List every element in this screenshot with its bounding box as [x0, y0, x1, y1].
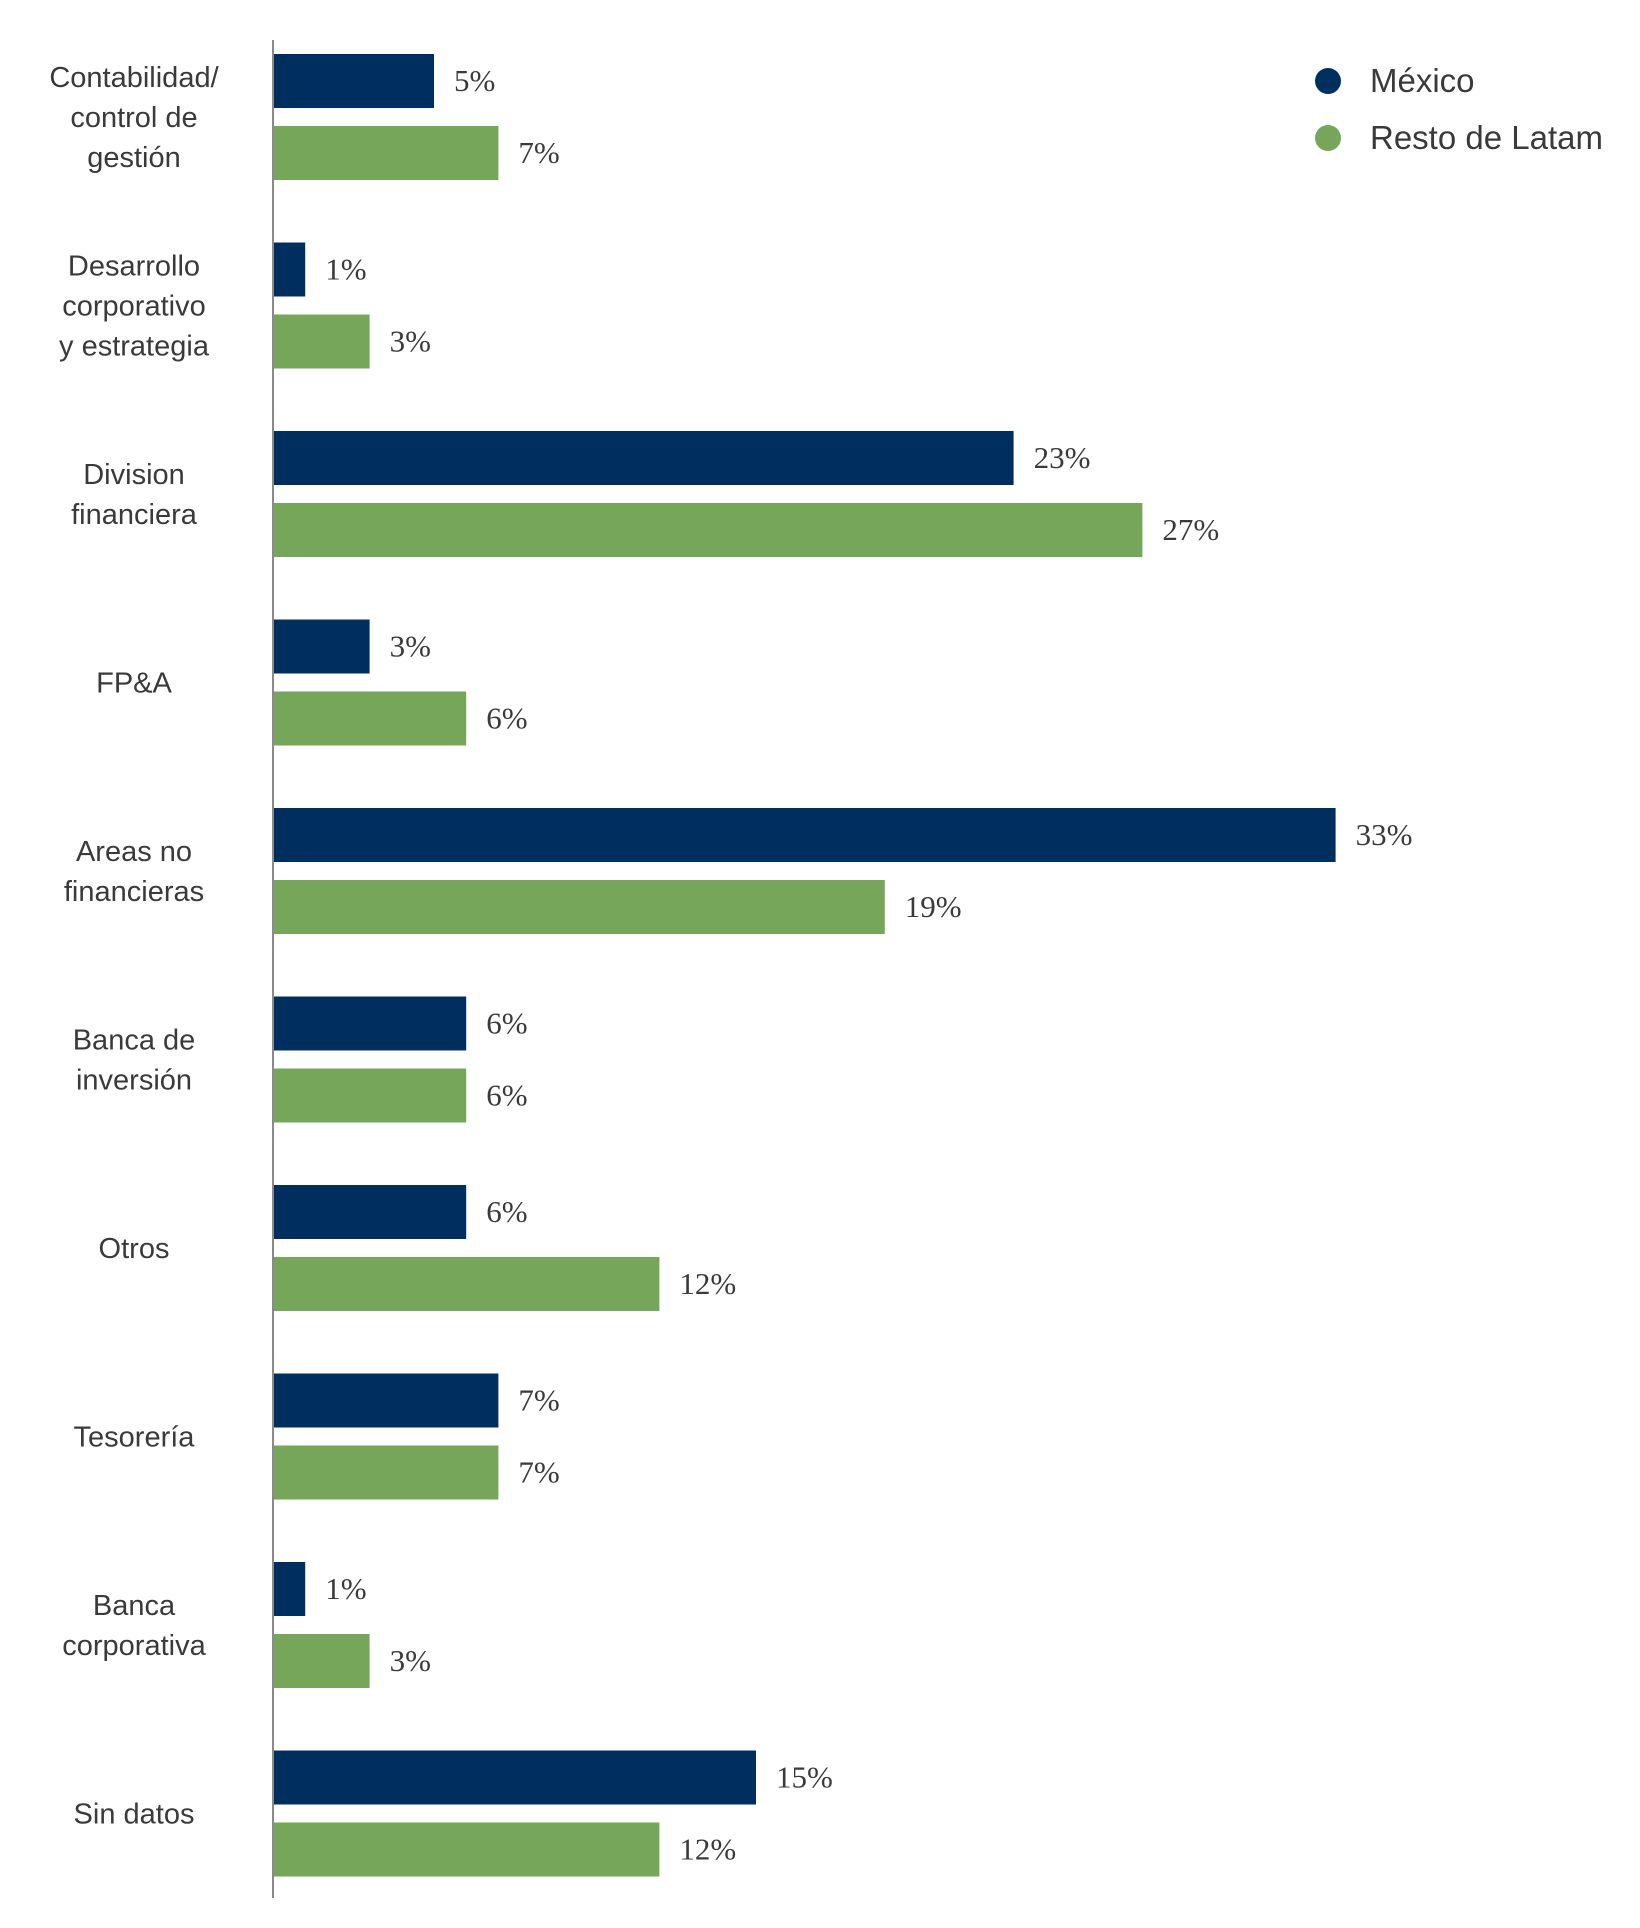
- category-label: Areas no financieras: [64, 836, 204, 908]
- category-label-line: gestión: [87, 142, 181, 174]
- data-label: 3%: [390, 324, 431, 359]
- category-label-line: corporativo: [62, 291, 205, 323]
- category-label-line: Sin datos: [74, 1799, 195, 1831]
- data-label: 33%: [1356, 817, 1413, 852]
- category-label: Banca corporativa: [62, 1590, 206, 1662]
- bar: [273, 1257, 660, 1311]
- bar: [273, 996, 467, 1051]
- bar: [273, 1822, 660, 1877]
- category-label: Division financiera: [71, 459, 198, 531]
- bar: [273, 880, 885, 934]
- data-label: 3%: [390, 1643, 431, 1678]
- data-label: 5%: [454, 63, 495, 98]
- category-label-line: Otros: [99, 1233, 170, 1265]
- legend: México Resto de Latam: [1315, 62, 1603, 156]
- category-label-line: Areas no: [76, 836, 192, 868]
- data-label: 6%: [486, 701, 527, 736]
- category-label: FP&A: [96, 668, 172, 700]
- category-label-line: inversión: [76, 1065, 192, 1097]
- data-label: 6%: [486, 1006, 527, 1041]
- data-label: 7%: [518, 1455, 559, 1490]
- bar: [273, 1068, 467, 1123]
- bar: [273, 503, 1143, 557]
- data-label: 27%: [1162, 512, 1219, 547]
- bar: [273, 808, 1336, 862]
- category-label-line: Tesorería: [74, 1422, 196, 1454]
- data-label: 1%: [325, 252, 366, 287]
- legend-marker: [1315, 125, 1341, 151]
- bar: [273, 1445, 499, 1500]
- data-label: 23%: [1034, 440, 1091, 475]
- bar: [273, 1750, 756, 1805]
- bar: [273, 691, 467, 746]
- data-label: 7%: [518, 1383, 559, 1418]
- category-label-line: control de: [70, 102, 197, 134]
- data-label: 15%: [776, 1760, 833, 1795]
- category-label-line: Banca de: [73, 1025, 196, 1057]
- category-label-line: Division: [83, 459, 185, 491]
- data-label: 6%: [486, 1078, 527, 1113]
- category-label-line: Desarrollo: [68, 251, 200, 283]
- bar: [273, 1634, 370, 1688]
- bar: [273, 1185, 467, 1239]
- category-label-line: financieras: [64, 876, 204, 908]
- data-label: 19%: [905, 889, 962, 924]
- category-label-line: Contabilidad/: [49, 62, 219, 94]
- category-label-line: financiera: [71, 499, 198, 531]
- category-label-line: y estrategia: [59, 331, 210, 363]
- legend-label: Resto de Latam: [1370, 119, 1603, 156]
- data-label: 3%: [390, 629, 431, 664]
- bar: [273, 1373, 499, 1428]
- bar: [273, 242, 306, 297]
- data-label: 6%: [486, 1194, 527, 1229]
- legend-marker: [1315, 68, 1341, 94]
- bar: [273, 1562, 306, 1616]
- bar: [273, 314, 370, 369]
- bar: [273, 619, 370, 674]
- data-label: 12%: [679, 1832, 736, 1867]
- category-label-line: corporativa: [62, 1630, 206, 1662]
- category-label-line: FP&A: [96, 668, 172, 700]
- bars-layer: 5% 7% 1% 3% 23% 27% 3% 6% 33% 19% 6% 6% 6% 12% 7% 7% 1% 3…: [273, 54, 1412, 1877]
- category-label: Desarrollo corporativo y estrategia: [59, 251, 210, 363]
- category-label-line: Banca: [93, 1590, 176, 1622]
- category-label: Contabilidad/control de gestión: [49, 62, 219, 174]
- data-label: 7%: [518, 135, 559, 170]
- data-label: 12%: [679, 1266, 736, 1301]
- category-label: Sin datos: [74, 1799, 195, 1831]
- category-labels: Contabilidad/control de gestión Desarrollo…: [49, 62, 219, 1831]
- bar: [273, 431, 1014, 485]
- category-label: Tesorería: [74, 1422, 196, 1454]
- bar: [273, 54, 434, 108]
- category-label: Banca de inversión: [73, 1025, 196, 1097]
- legend-label: México: [1370, 62, 1475, 99]
- bar: [273, 126, 499, 180]
- category-label: Otros: [99, 1233, 170, 1265]
- data-label: 1%: [325, 1571, 366, 1606]
